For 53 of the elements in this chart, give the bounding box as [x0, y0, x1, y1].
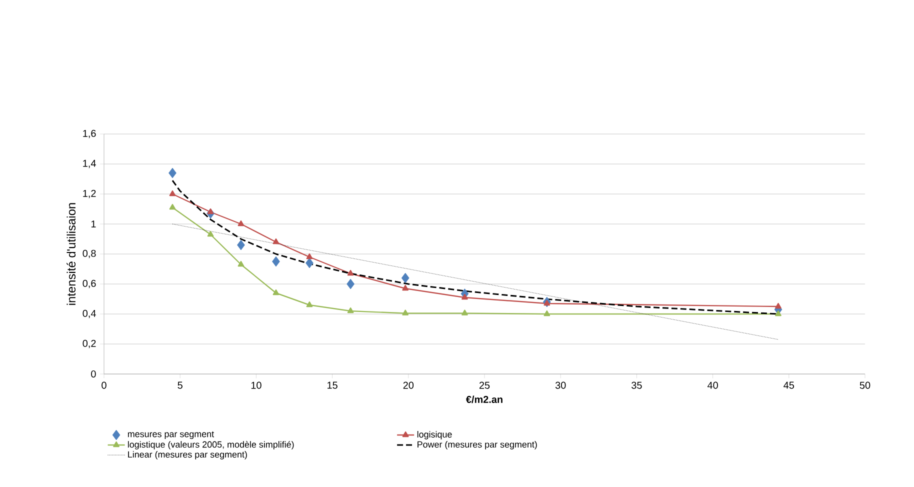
- y-axis-title: intensité d'utilisaion: [66, 203, 76, 305]
- point: [401, 272, 410, 284]
- point: [775, 310, 782, 316]
- point: [306, 258, 314, 268]
- legend-label: Power (mesures par segment): [418, 441, 537, 450]
- point: [462, 294, 468, 300]
- point: [168, 168, 176, 178]
- x-tick-label: 35: [632, 382, 642, 389]
- y-tick-label: 0,8: [82, 250, 96, 258]
- point: [347, 307, 354, 314]
- x-tick-label: 25: [479, 382, 490, 389]
- point: [207, 208, 214, 214]
- point: [462, 310, 468, 316]
- point: [544, 300, 550, 306]
- x-tick-label: 15: [328, 382, 338, 389]
- x-tick-label: 20: [403, 382, 414, 389]
- legend-label: logisique: [417, 430, 452, 440]
- point: [306, 253, 313, 260]
- y-tick-label: 1,6: [83, 130, 96, 138]
- point: [238, 220, 244, 226]
- point: [237, 240, 245, 250]
- x-tick-label: 5: [178, 382, 182, 389]
- point: [272, 289, 280, 296]
- y-tick-label: 1,4: [83, 160, 96, 168]
- x-tick-label: 50: [860, 382, 870, 389]
- point: [402, 284, 409, 291]
- legend-label: mesures par segment: [128, 431, 214, 439]
- point: [207, 230, 214, 237]
- point: [272, 238, 280, 244]
- legend-label: Linear (mesures par segment): [128, 451, 247, 460]
- point: [306, 301, 313, 308]
- point: [402, 310, 409, 316]
- point: [775, 302, 782, 309]
- y-tick-label: 0,4: [82, 310, 96, 318]
- x-tick-label: 30: [555, 382, 566, 389]
- point: [544, 310, 550, 316]
- point: [169, 190, 176, 196]
- y-tick-label: 0,6: [82, 280, 96, 288]
- point: [346, 278, 354, 290]
- point: [347, 270, 354, 276]
- x-tick-label: 10: [251, 382, 262, 389]
- y-tick-label: 0: [91, 370, 96, 378]
- x-tick-label: 40: [707, 382, 718, 389]
- legend-label: logistique (valeurs 2005, modèle simplifié): [128, 440, 294, 450]
- point: [272, 256, 280, 267]
- x-tick-label: 0: [102, 382, 106, 389]
- point: [169, 204, 176, 210]
- y-tick-label: 1: [91, 220, 96, 228]
- x-tick-label: 45: [784, 382, 794, 389]
- y-tick-label: 1,2: [83, 190, 96, 198]
- point: [238, 260, 244, 267]
- y-tick-label: 0,2: [82, 340, 96, 348]
- x-axis-title: €/m2.an: [466, 396, 502, 404]
